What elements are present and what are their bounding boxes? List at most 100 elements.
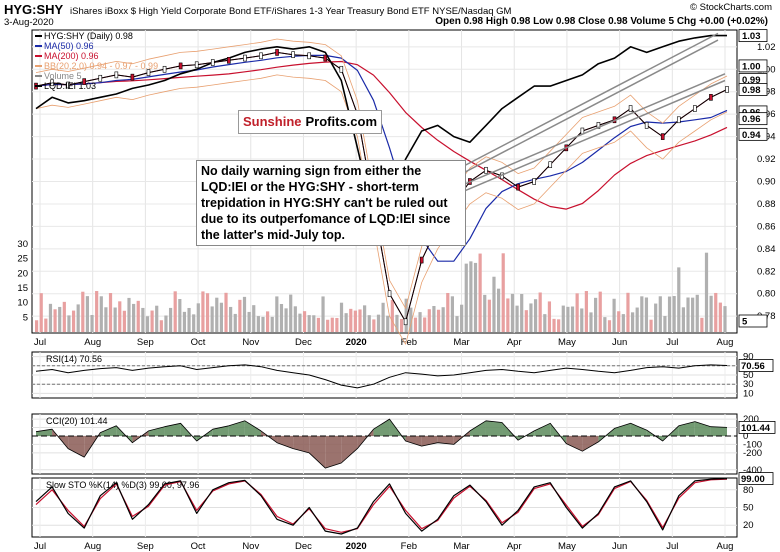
volume-bar — [252, 305, 256, 332]
volume-tick-label: 25 — [17, 254, 28, 265]
volume-bar — [321, 296, 325, 332]
legend-label: HYG:SHY (Daily) 0.98 — [44, 31, 133, 41]
volume-bar — [469, 261, 473, 332]
volume-bar — [81, 291, 85, 332]
cci-area — [614, 423, 631, 436]
cci-area — [325, 435, 342, 469]
volume-bar — [446, 292, 450, 332]
volume-bar — [95, 291, 99, 332]
price-right-label: 5 — [742, 317, 748, 328]
cci-area — [566, 435, 583, 452]
cci-area — [437, 435, 454, 445]
hyg-shy-candle — [291, 51, 295, 58]
chart-symbol: HYG:SHY — [4, 2, 64, 17]
volume-bar — [150, 310, 154, 332]
hyg-shy-candle — [130, 73, 135, 81]
volume-bar — [529, 303, 533, 332]
volume-bar — [723, 306, 727, 332]
volume-bar — [506, 298, 510, 332]
chart-header: HYG:SHY iShares iBoxx $ High Yield Corpo… — [4, 2, 776, 28]
volume-bar — [432, 306, 436, 332]
volume-bar — [390, 299, 394, 332]
volume-bar — [270, 316, 274, 332]
volume-bar — [48, 303, 53, 332]
volume-bar — [686, 297, 690, 332]
volume-bar — [173, 291, 177, 332]
volume-bar — [372, 319, 376, 332]
volume-bar — [497, 288, 501, 332]
price-x-tick-label: May — [558, 337, 576, 348]
volume-bar — [330, 317, 334, 332]
volume-bar — [617, 311, 621, 332]
volume-bar — [464, 263, 468, 332]
volume-bar — [192, 314, 196, 332]
volume-bar — [279, 303, 284, 332]
bottom-x-tick-label: Nov — [242, 541, 259, 552]
cci-area — [405, 435, 422, 447]
hyg-shy-candle — [50, 79, 54, 87]
hyg-shy-candle — [484, 166, 488, 174]
volume-bar — [159, 320, 163, 332]
volume-bar — [566, 306, 570, 332]
volume-bar — [663, 316, 667, 332]
volume-bar — [358, 309, 362, 332]
price-right-label: 0.99 — [742, 75, 761, 86]
volume-bar — [187, 307, 191, 332]
bottom-x-tick-label: Aug — [717, 541, 734, 552]
volume-bar — [261, 316, 265, 332]
volume-bar — [349, 308, 353, 332]
logo-part-1: Sunshine — [243, 114, 302, 129]
volume-bar — [53, 309, 57, 332]
volume-bar — [644, 297, 649, 332]
rsi-right-label: 70.56 — [741, 361, 765, 372]
volume-bar — [520, 294, 524, 332]
rsi-y-tick-label: 50 — [743, 370, 754, 381]
hyg-shy-candle — [243, 54, 247, 62]
volume-bar — [704, 252, 709, 332]
volume-bar — [90, 314, 94, 332]
price-x-tick-label: Nov — [242, 337, 259, 348]
price-right-label: 0.98 — [742, 85, 761, 96]
cci-area — [550, 423, 567, 444]
volume-bar — [196, 303, 200, 332]
rsi-y-tick-label: 30 — [743, 379, 754, 390]
sto-k-line — [35, 478, 728, 535]
volume-bar — [104, 307, 108, 332]
price-y-tick-label: 0.84 — [757, 244, 776, 255]
volume-bar — [62, 301, 66, 332]
volume-bar — [381, 302, 385, 332]
volume-bar — [404, 298, 408, 332]
volume-bar — [386, 315, 390, 332]
price-x-tick-label: Mar — [453, 337, 469, 348]
rsi-y-tick-label: 90 — [743, 352, 754, 363]
hyg-shy-candle — [403, 318, 408, 326]
volume-bar — [113, 307, 117, 332]
legend-label: LQD:IEI 1.03 — [44, 81, 96, 91]
sto-right-label: 99.00 — [741, 474, 765, 485]
volume-bar — [118, 301, 122, 332]
cci-area — [244, 420, 261, 436]
volume-bar — [552, 318, 556, 332]
rsi-y-tick-label: 10 — [743, 388, 754, 399]
volume-bar — [302, 311, 307, 332]
volume-bar — [58, 306, 62, 332]
volume-bar — [510, 293, 515, 332]
volume-bar — [436, 309, 441, 332]
price-right-label-box — [738, 127, 768, 141]
hyg-shy-candle — [259, 52, 263, 60]
chart-date: 3-Aug-2020 — [4, 17, 54, 28]
hyg-shy-candle — [676, 116, 681, 124]
hyg-shy-candle — [146, 69, 151, 76]
sto-d-line — [35, 478, 728, 533]
volume-bar — [658, 296, 662, 332]
hyg-shy-line — [35, 51, 728, 323]
volume-bar — [487, 299, 491, 332]
volume-bar — [626, 292, 630, 332]
volume-bar — [233, 313, 237, 332]
volume-bar — [538, 292, 542, 332]
volume-bar — [168, 307, 173, 332]
hyg-shy-candle — [114, 71, 119, 79]
volume-bar — [127, 297, 131, 332]
price-right-label: 1.03 — [742, 31, 761, 42]
bottom-x-tick-label: Oct — [191, 541, 206, 552]
